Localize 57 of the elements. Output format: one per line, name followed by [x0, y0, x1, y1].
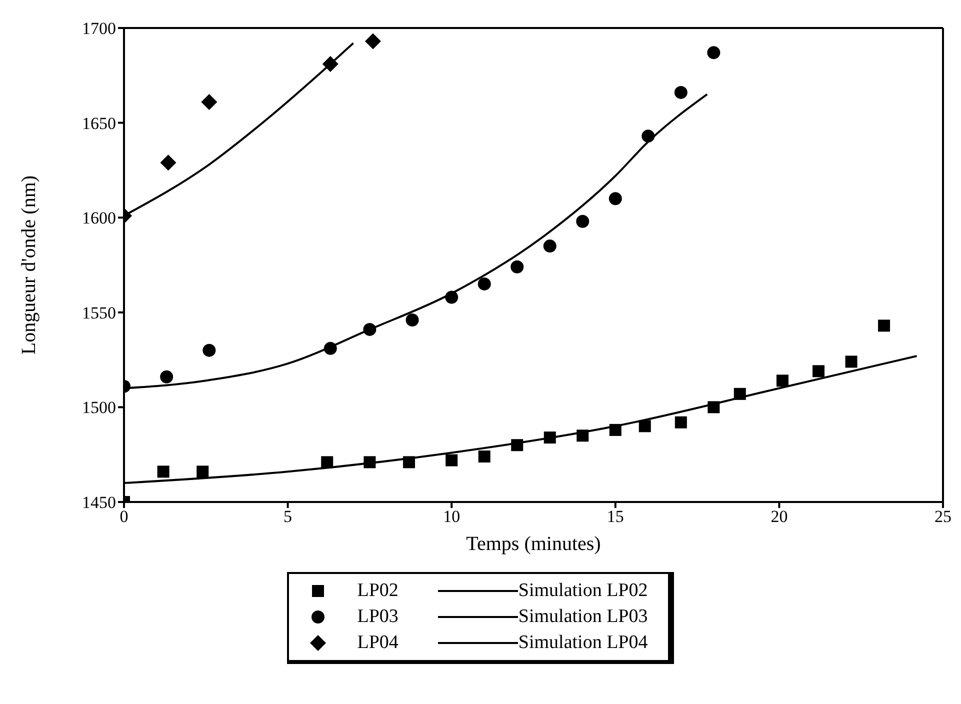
point [734, 388, 746, 400]
x-axis-title: Temps (minutes) [466, 533, 601, 555]
point [511, 439, 524, 452]
point [707, 46, 720, 60]
point [445, 290, 458, 304]
point [364, 33, 381, 50]
point [202, 344, 216, 357]
x-tick-label: 20 [770, 507, 788, 526]
x-tick-label: 10 [443, 507, 460, 526]
point [201, 94, 218, 110]
x-tick-label: 5 [284, 507, 292, 526]
point [403, 456, 416, 468]
point [160, 154, 176, 171]
x-tick-label: 25 [934, 507, 952, 526]
point [674, 416, 687, 428]
y-tick-label: 1700 [82, 19, 116, 38]
point [510, 260, 524, 274]
legend-label: Simulation LP03 [518, 606, 648, 628]
legend-label: LP04 [357, 632, 398, 654]
y-tick-label: 1500 [82, 398, 116, 418]
legend-label: LP03 [357, 606, 398, 628]
y-axis-title: Longueur d'onde (nm) [18, 175, 40, 355]
point [708, 401, 720, 414]
point [364, 456, 376, 468]
x-tick-label: 0 [120, 507, 128, 526]
point [878, 320, 890, 332]
point [638, 420, 651, 432]
legend-label: LP02 [357, 580, 398, 602]
point [322, 56, 338, 72]
point [196, 466, 209, 478]
legend-label: Simulation LP04 [518, 632, 648, 654]
point [324, 342, 337, 355]
y-tick-label: 1450 [82, 493, 116, 512]
point [674, 86, 688, 99]
legend-label: Simulation LP02 [518, 580, 648, 602]
point [544, 432, 556, 444]
point [543, 240, 556, 253]
point [609, 424, 622, 436]
point [608, 192, 622, 206]
point [406, 313, 419, 326]
point [321, 456, 334, 468]
y-tick-label: 1650 [82, 114, 116, 133]
point [157, 466, 170, 478]
point [812, 365, 825, 378]
point [845, 356, 858, 368]
point [576, 430, 589, 442]
x-tick-label: 15 [606, 507, 624, 526]
point [478, 450, 490, 462]
point [478, 277, 491, 290]
point [160, 370, 174, 384]
point [576, 214, 590, 228]
y-tick-label: 1550 [82, 303, 116, 322]
y-tick-label: 1600 [82, 208, 116, 228]
point [776, 374, 788, 387]
point [642, 130, 655, 143]
point [446, 454, 458, 466]
point [363, 322, 376, 336]
